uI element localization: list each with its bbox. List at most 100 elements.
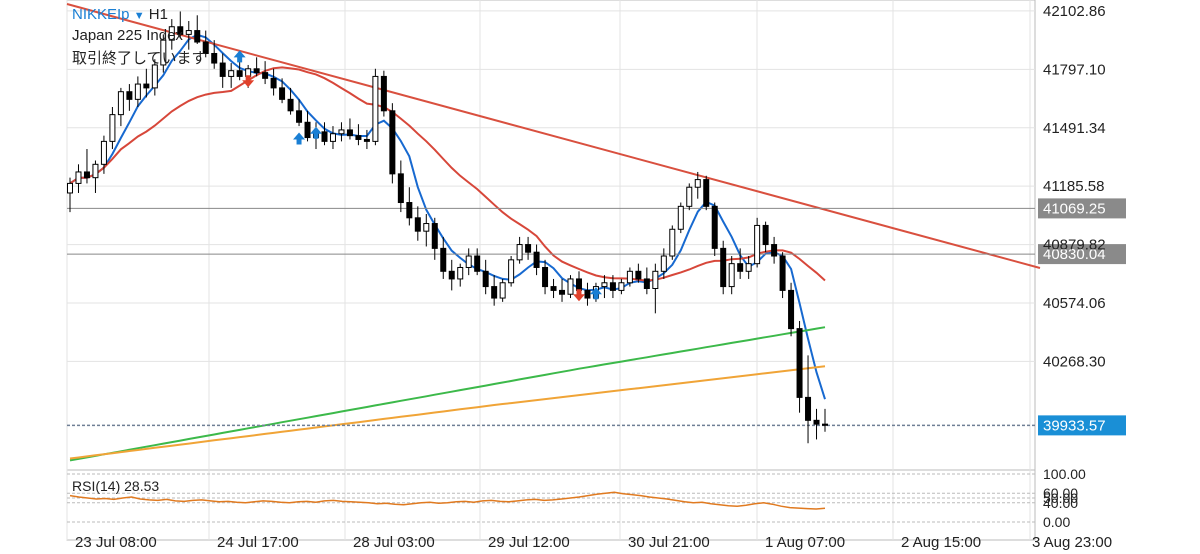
- candle-body-up: [168, 26, 175, 41]
- candle-body-down: [796, 328, 803, 398]
- y-tick-label: 41185.58: [1043, 178, 1104, 195]
- candle-body-down: [321, 131, 328, 142]
- candle-body-up: [508, 259, 515, 284]
- candle-body-up: [423, 223, 430, 232]
- candle-body-down: [211, 52, 218, 64]
- candle: [219, 53, 226, 88]
- candle: [796, 320, 803, 413]
- x-tick-label: 29 Jul 12:00: [488, 534, 570, 551]
- candle: [100, 135, 107, 174]
- candle-body-up: [92, 163, 99, 179]
- candle-body-down: [304, 121, 311, 139]
- y-tick-label: 41797.10: [1043, 61, 1106, 78]
- candle: [279, 78, 286, 104]
- candle: [550, 278, 557, 299]
- candle: [720, 240, 727, 295]
- candle: [228, 63, 235, 88]
- candle-body-down: [287, 98, 294, 112]
- candle: [457, 263, 464, 287]
- candle: [474, 248, 481, 276]
- symbol-label[interactable]: NIKKEIp: [72, 6, 130, 23]
- candle: [253, 57, 260, 77]
- candle: [626, 267, 633, 287]
- candle-body-down: [448, 270, 455, 280]
- level-lines[interactable]: 41069.25 40830.04 39933.57: [67, 198, 1126, 436]
- candle: [805, 355, 812, 444]
- candle-body-down: [355, 135, 362, 140]
- candle-body-down: [550, 286, 557, 291]
- x-tick-label: 2 Aug 15:00: [901, 534, 981, 551]
- candle-body-down: [253, 68, 260, 74]
- candle-body-down: [202, 41, 209, 54]
- candle: [669, 225, 676, 260]
- candle-body-down: [525, 244, 532, 253]
- candle-body-down: [296, 110, 303, 123]
- candle-body-up: [67, 182, 73, 194]
- candle: [134, 76, 141, 107]
- candle: [728, 256, 735, 295]
- candle: [601, 275, 608, 299]
- candle-body-up: [601, 282, 608, 288]
- candle: [211, 40, 218, 69]
- trendline[interactable]: [66, 3, 1041, 269]
- price-tag-level: [1038, 198, 1126, 219]
- rsi-level-label: 100.00: [1043, 466, 1086, 482]
- candle-body-up: [457, 266, 464, 280]
- candle: [168, 19, 175, 50]
- candle-body-up: [372, 75, 379, 142]
- candle-body-down: [143, 83, 150, 89]
- candle-body-up: [745, 263, 752, 272]
- candle-body-up: [626, 270, 633, 284]
- time-axis[interactable]: 23 Jul 08:00 24 Jul 17:00 28 Jul 03:00 29 J…: [75, 534, 1112, 551]
- rsi-level-label: 60.00: [1043, 485, 1078, 501]
- candle-body-down: [575, 278, 582, 291]
- candle-body-down: [126, 91, 133, 100]
- rsi-label: RSI(14) 28.53: [72, 478, 159, 494]
- candle-body-down: [440, 247, 447, 272]
- candle-body-up: [160, 39, 167, 66]
- candle-body-down: [236, 70, 243, 77]
- candle: [737, 248, 744, 279]
- candle: [262, 61, 269, 85]
- candle: [711, 202, 718, 257]
- candle-body-up: [652, 270, 659, 289]
- candle-body-up: [499, 282, 506, 299]
- timeframe-label[interactable]: H1: [148, 6, 168, 23]
- symbol-header[interactable]: NIKKEIp ▼ H1: [72, 6, 168, 23]
- candle-body-up: [329, 133, 336, 142]
- candle: [533, 244, 540, 276]
- y-tick-label: 40574.06: [1043, 295, 1106, 312]
- candle: [296, 99, 303, 127]
- caret-down-icon[interactable]: ▼: [133, 10, 145, 22]
- candle: [355, 124, 362, 146]
- candle-body-down: [406, 202, 413, 219]
- candle: [321, 122, 328, 146]
- candle: [465, 248, 472, 276]
- rsi-level-label: 40.00: [1043, 495, 1078, 511]
- candle-body-up: [677, 205, 684, 230]
- candle: [363, 129, 370, 150]
- candle-body-down: [559, 289, 566, 295]
- candle-body-down: [397, 173, 404, 204]
- price-axis[interactable]: 42102.86 41797.10 41491.34 41185.58 40879.82…: [1043, 3, 1106, 371]
- buy-arrow-icon: [293, 132, 306, 145]
- candle-body-down: [643, 278, 650, 289]
- candle: [346, 118, 353, 140]
- candle-body-down: [779, 255, 786, 291]
- candle: [448, 259, 455, 291]
- rsi-level-label: 50.00: [1043, 490, 1078, 506]
- trade-signals: [233, 50, 602, 302]
- candle-body-down: [711, 205, 718, 249]
- price-tag-current: [1038, 415, 1126, 436]
- candle-body-down: [788, 289, 795, 330]
- x-tick-label: 3 Aug 23:00: [1032, 534, 1112, 551]
- candle-body-up: [185, 30, 192, 35]
- candle-body-down: [771, 244, 778, 257]
- market-status: 取引終了しています: [72, 50, 207, 67]
- sell-arrow-icon: [572, 289, 585, 302]
- ma-200-line: [69, 365, 826, 460]
- candle: [822, 408, 828, 432]
- candle-body-down: [346, 129, 353, 137]
- candle-body-down: [262, 72, 269, 79]
